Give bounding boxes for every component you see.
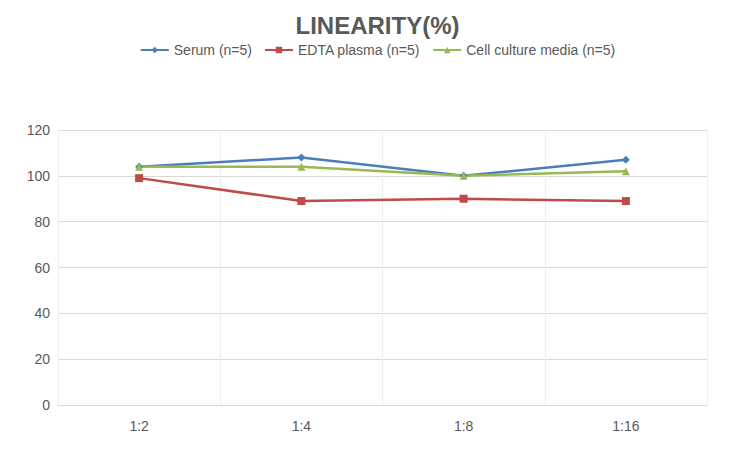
- svg-text:LINEARITY(%): LINEARITY(%): [296, 12, 460, 39]
- svg-text:0: 0: [42, 397, 50, 413]
- svg-text:100: 100: [27, 168, 51, 184]
- svg-text:40: 40: [34, 305, 50, 321]
- svg-text:20: 20: [34, 351, 50, 367]
- svg-text:1:16: 1:16: [612, 418, 639, 434]
- svg-text:60: 60: [34, 260, 50, 276]
- svg-text:1:8: 1:8: [454, 418, 474, 434]
- svg-text:Cell culture media (n=5): Cell culture media (n=5): [466, 42, 615, 58]
- svg-text:120: 120: [27, 122, 51, 138]
- svg-text:80: 80: [34, 214, 50, 230]
- svg-text:EDTA plasma (n=5): EDTA plasma (n=5): [298, 42, 420, 58]
- svg-text:Serum (n=5): Serum (n=5): [174, 42, 252, 58]
- svg-text:1:2: 1:2: [129, 418, 149, 434]
- svg-text:1:4: 1:4: [292, 418, 312, 434]
